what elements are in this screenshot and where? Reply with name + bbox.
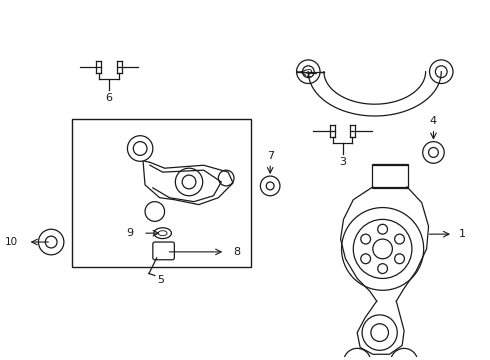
Text: 3: 3 — [339, 157, 346, 167]
Text: 1: 1 — [459, 229, 466, 239]
Text: 9: 9 — [126, 228, 133, 238]
Text: 4: 4 — [430, 116, 437, 126]
Text: 7: 7 — [267, 151, 274, 161]
Text: 8: 8 — [233, 247, 241, 257]
Text: 10: 10 — [5, 237, 18, 247]
Text: 5: 5 — [158, 275, 165, 285]
Text: 6: 6 — [105, 93, 112, 103]
Text: 2: 2 — [305, 69, 312, 79]
Bar — [72, 119, 250, 267]
